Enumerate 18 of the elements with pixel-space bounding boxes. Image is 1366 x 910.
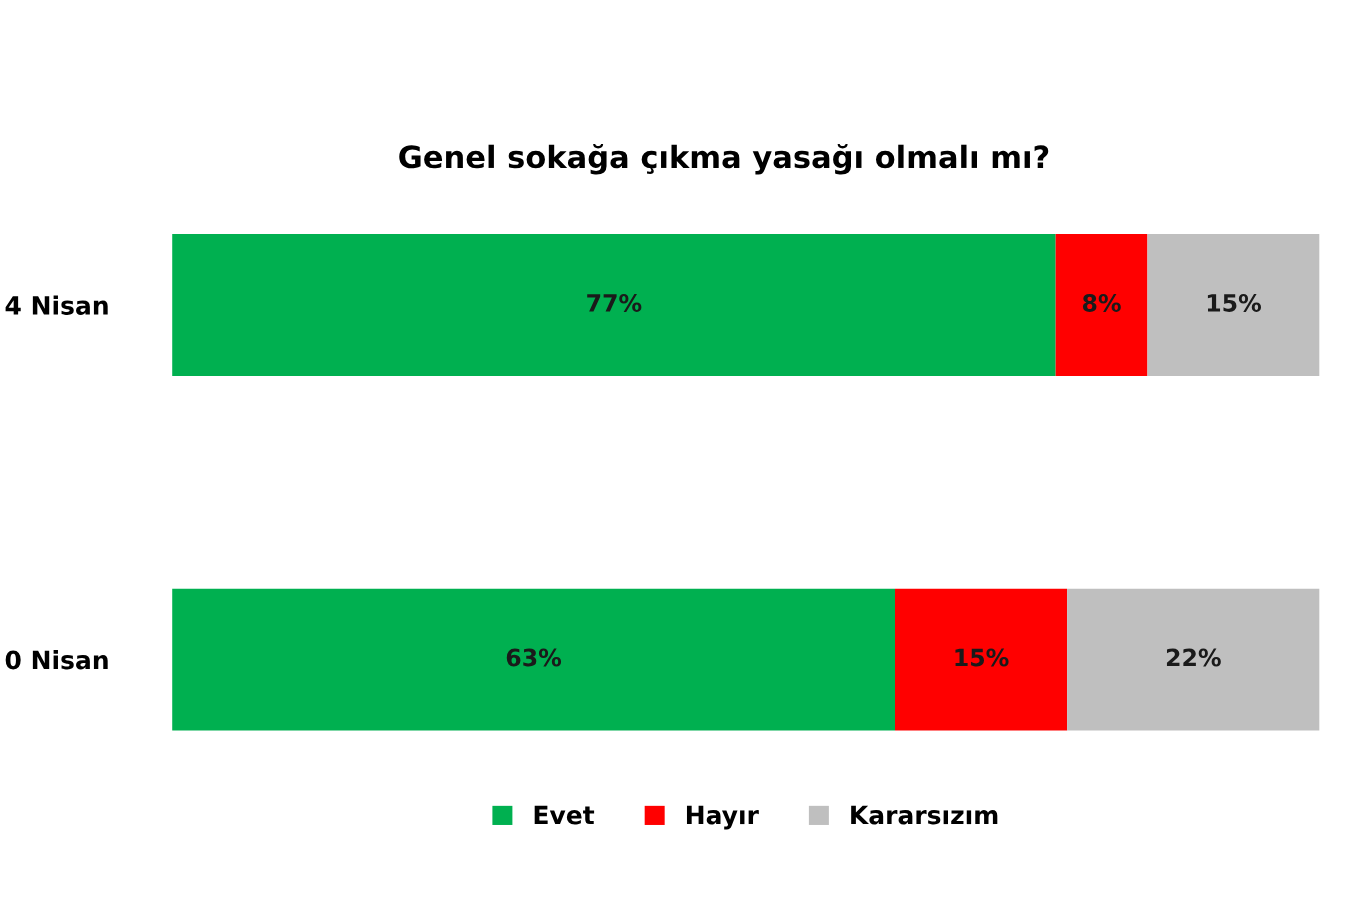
bar: [895, 588, 1068, 731]
bar: [1147, 234, 1320, 376]
y-tick-label: 4 Nisan: [5, 295, 108, 315]
text: Genel sokağa çıkma yasağı olmalı mı?: [399, 143, 1049, 175]
bar: [172, 234, 1056, 376]
bar: [172, 588, 895, 731]
y-tick-label: 0 Nisan: [5, 650, 108, 670]
data-label: 15%: [955, 648, 1009, 667]
legend-label: Kararsızım: [851, 805, 998, 825]
data-label: 77%: [587, 294, 642, 312]
data-label: 8%: [1082, 294, 1121, 312]
bar: [1067, 588, 1320, 731]
legend-label: Hayır: [686, 805, 759, 830]
legend-label: Evet: [534, 805, 595, 825]
bar: [1055, 234, 1148, 376]
data-label: 22%: [1166, 648, 1221, 667]
data-label: 15%: [1207, 294, 1261, 312]
data-label: 63%: [506, 648, 562, 667]
